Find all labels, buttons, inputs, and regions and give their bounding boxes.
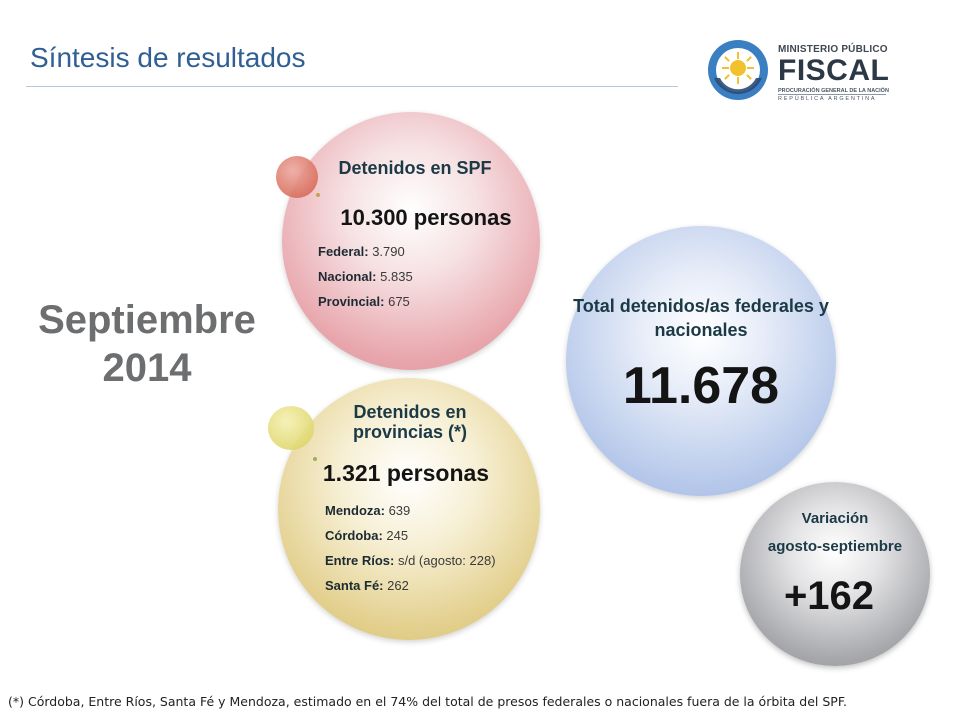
spf-heading: Detenidos en SPF (338, 158, 492, 178)
yellow-bubble-decoration (268, 406, 314, 450)
red-bubble-decoration (276, 156, 318, 198)
period-label: Septiembre 2014 (20, 296, 274, 392)
period-month: Septiembre (38, 298, 256, 342)
list-item: Provincial: 675 (318, 294, 413, 319)
list-item: Entre Ríos: s/d (agosto: 228) (325, 553, 496, 578)
item-label: Provincial: (318, 294, 385, 309)
page-title: Síntesis de resultados (30, 42, 306, 73)
total-value: 11.678 (622, 357, 780, 415)
provinces-breakdown-list: Mendoza: 639 Córdoba: 245 Entre Ríos: s/… (325, 503, 496, 603)
list-item: Federal: 3.790 (318, 244, 413, 269)
variation-heading: Variación (801, 510, 869, 527)
item-label: Entre Ríos: (325, 553, 395, 568)
list-item: Córdoba: 245 (325, 528, 496, 553)
provinces-heading: Detenidos en provincias (*) (352, 402, 468, 442)
item-label: Córdoba: (325, 528, 383, 543)
item-value: 262 (387, 578, 409, 593)
list-item: Nacional: 5.835 (318, 269, 413, 294)
variation-value: +162 (783, 574, 875, 618)
total-heading: Total detenidos/as federales y nacionale… (573, 296, 829, 340)
provinces-circle (278, 378, 540, 640)
item-value: 639 (388, 503, 411, 518)
list-item: Santa Fé: 262 (325, 578, 496, 603)
logo-divider (778, 94, 886, 95)
title-divider (26, 86, 678, 87)
list-item: Mendoza: 639 (325, 503, 496, 528)
small-dot-decoration (313, 457, 317, 461)
logo-sub-text-2: REPÚBLICA ARGENTINA (778, 96, 877, 102)
small-dot-decoration (316, 193, 320, 197)
sun-emblem-icon (708, 40, 768, 100)
item-value: 245 (386, 528, 409, 543)
item-value: 5.835 (380, 269, 413, 284)
variation-period: agosto-septiembre (767, 538, 903, 555)
spf-circle (282, 112, 540, 370)
spf-breakdown-list: Federal: 3.790 Nacional: 5.835 Provincia… (318, 244, 413, 319)
logo-main-text: FISCAL (778, 54, 890, 87)
item-value: 3.790 (372, 244, 405, 259)
item-value: s/d (agosto: 228) (397, 553, 496, 568)
variation-circle (740, 482, 930, 666)
logo-top-text: MINISTERIO PÚBLICO (778, 44, 888, 55)
spf-total: 10.300 personas (340, 205, 512, 230)
period-year: 2014 (102, 346, 192, 390)
provinces-total: 1.321 personas (322, 460, 490, 486)
ministerio-publico-fiscal-logo: MINISTERIO PÚBLICO FISCAL PROCURACIÓN GE… (706, 38, 906, 118)
logo-sub-text-1: PROCURACIÓN GENERAL DE LA NACIÓN (778, 88, 889, 94)
item-label: Nacional: (318, 269, 377, 284)
item-label: Federal: (318, 244, 369, 259)
item-value: 675 (388, 294, 410, 309)
item-label: Santa Fé: (325, 578, 384, 593)
total-circle (566, 226, 836, 496)
footnote: (*) Córdoba, Entre Ríos, Santa Fé y Mend… (8, 694, 847, 709)
item-label: Mendoza: (325, 503, 385, 518)
